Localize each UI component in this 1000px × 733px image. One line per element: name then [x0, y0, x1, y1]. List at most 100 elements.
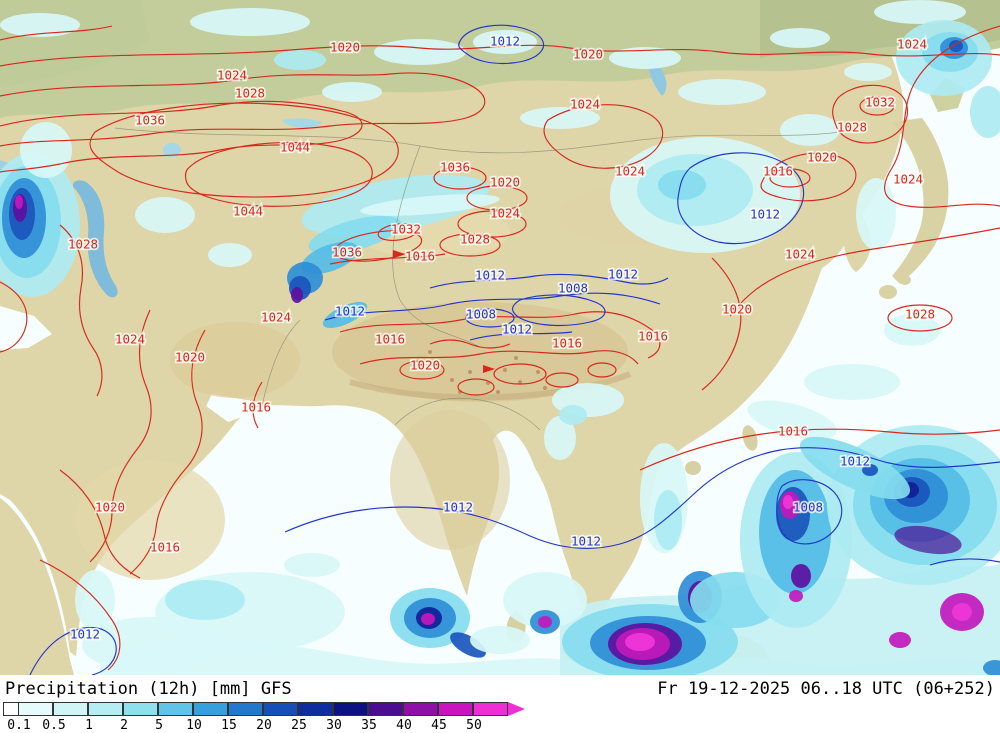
scale-stop — [473, 702, 509, 716]
scale-stop: 1 — [53, 702, 93, 733]
scale-color-swatch — [228, 702, 263, 716]
scale-color-swatch — [298, 702, 333, 716]
isobar-label: 1024 — [615, 164, 645, 179]
scale-color-swatch — [263, 702, 298, 716]
scale-stop: 50 — [438, 702, 482, 733]
isobar-label: 1032 — [865, 95, 895, 110]
isobar-label: 1020 — [722, 302, 752, 317]
scale-tick-label: 2 — [120, 718, 128, 733]
scale-color-swatch — [158, 702, 193, 716]
isobar-label: 1024 — [261, 310, 291, 325]
precipitation-layer — [0, 0, 1000, 675]
scale-tick-label: 30 — [326, 718, 342, 733]
isobar-label: 1020 — [490, 175, 520, 190]
scale-color-swatch — [3, 702, 19, 716]
scale-tick-label: 20 — [256, 718, 272, 733]
isobar-label: 1012 — [571, 534, 601, 549]
map-canvas: 1020 1020 1024 1028 1036 1044 1044 1024 1024 1036… — [0, 0, 1000, 675]
isobar-label: 1028 — [68, 237, 98, 252]
isobar-label: 1012 — [475, 268, 505, 283]
scale-stop: 40 — [368, 702, 412, 733]
scale-color-swatch — [193, 702, 228, 716]
scale-stop: 5 — [123, 702, 163, 733]
scale-color-swatch — [403, 702, 438, 716]
map-title: Precipitation (12h) [mm] GFS — [5, 679, 292, 699]
pressure-center-markers — [393, 250, 495, 373]
scale-stop: 10 — [158, 702, 202, 733]
scale-stop: 25 — [263, 702, 307, 733]
scale-tick-label: 5 — [155, 718, 163, 733]
scale-tick-label: 35 — [361, 718, 377, 733]
isobars-red — [0, 25, 1000, 671]
valid-datetime: Fr 19-12-2025 06..18 UTC (06+252) — [657, 679, 995, 699]
scale-color-swatch — [438, 702, 473, 716]
isobar-label: 1020 — [410, 358, 440, 373]
scale-tick-label: 0.1 — [7, 718, 31, 733]
isobar-label: 1016 — [552, 336, 582, 351]
isobar-label: 1016 — [150, 540, 180, 555]
isobar-label: 1012 — [335, 304, 365, 319]
scale-color-swatch — [18, 702, 53, 716]
isobar-label: 1012 — [443, 500, 473, 515]
isobar-label: 1028 — [460, 232, 490, 247]
isobar-label: 1024 — [490, 206, 520, 221]
scale-tick-label: 15 — [221, 718, 237, 733]
isobar-label: 1020 — [807, 150, 837, 165]
isobar-label: 1024 — [893, 172, 923, 187]
isobar-label: 1016 — [763, 164, 793, 179]
isobar-label: 1024 — [115, 332, 145, 347]
scale-stop: 35 — [333, 702, 377, 733]
scale-color-swatch — [368, 702, 403, 716]
isobar-label: 1024 — [897, 37, 927, 52]
isobar-label: 1044 — [233, 204, 263, 219]
isobar-label: 1012 — [750, 207, 780, 222]
isobar-label: 1008 — [466, 307, 496, 322]
isobar-label: 1044 — [280, 140, 310, 155]
isobar-label: 1024 — [785, 247, 815, 262]
isobar-label: 1020 — [95, 500, 125, 515]
scale-tick-label: 0.5 — [42, 718, 66, 733]
scale-tick-label: 40 — [396, 718, 412, 733]
isobar-label: 1012 — [490, 34, 520, 49]
isobar-label: 1024 — [570, 97, 600, 112]
scale-stop: 20 — [228, 702, 272, 733]
scale-color-swatch — [473, 702, 508, 716]
scale-tick-label: 50 — [466, 718, 482, 733]
isobar-label: 1028 — [235, 86, 265, 101]
isobar-label: 1012 — [70, 627, 100, 642]
isobar-label: 1016 — [778, 424, 808, 439]
scale-stop: 45 — [403, 702, 447, 733]
isobar-label: 1028 — [837, 120, 867, 135]
isobar-label: 1028 — [905, 307, 935, 322]
isobar-label: 1032 — [391, 222, 421, 237]
isobar-label: 1024 — [217, 68, 247, 83]
map-image: 1020 102010241028103610441044102410241036… — [0, 0, 1000, 675]
scale-stop: 0.5 — [18, 702, 66, 733]
scale-tick-label: 1 — [85, 718, 93, 733]
isobar-label-layer: 1020 102010241028103610441044102410241036… — [66, 32, 937, 644]
isobar-label: 1016 — [375, 332, 405, 347]
isobar-label: 1012 — [840, 454, 870, 469]
isobar-label: 1020 — [573, 47, 603, 62]
isobar-label: 1020 — [330, 40, 360, 55]
scale-color-swatch — [333, 702, 368, 716]
color-scale: 0.1 0.5 1 2 5 10 15 20 25 30 35 40 45 50 — [3, 702, 525, 733]
scale-stop: 30 — [298, 702, 342, 733]
scale-stop: 0.1 — [3, 702, 31, 733]
scale-color-swatch — [88, 702, 123, 716]
isobar-label: 1036 — [332, 245, 362, 260]
isobar-label: 1036 — [135, 113, 165, 128]
scale-overflow-arrow — [508, 702, 525, 716]
isobar-label: 1008 — [793, 500, 823, 515]
scale-stop: 15 — [193, 702, 237, 733]
isobar-label: 1036 — [440, 160, 470, 175]
footer-bar: Precipitation (12h) [mm] GFS Fr 19-12-20… — [0, 675, 1000, 733]
isobar-label: 1016 — [405, 249, 435, 264]
isobar-label: 1016 — [638, 329, 668, 344]
scale-color-swatch — [53, 702, 88, 716]
isobar-label: 1008 — [558, 281, 588, 296]
scale-tick-label: 25 — [291, 718, 307, 733]
scale-tick-label: 45 — [431, 718, 447, 733]
isobar-label: 1016 — [241, 400, 271, 415]
